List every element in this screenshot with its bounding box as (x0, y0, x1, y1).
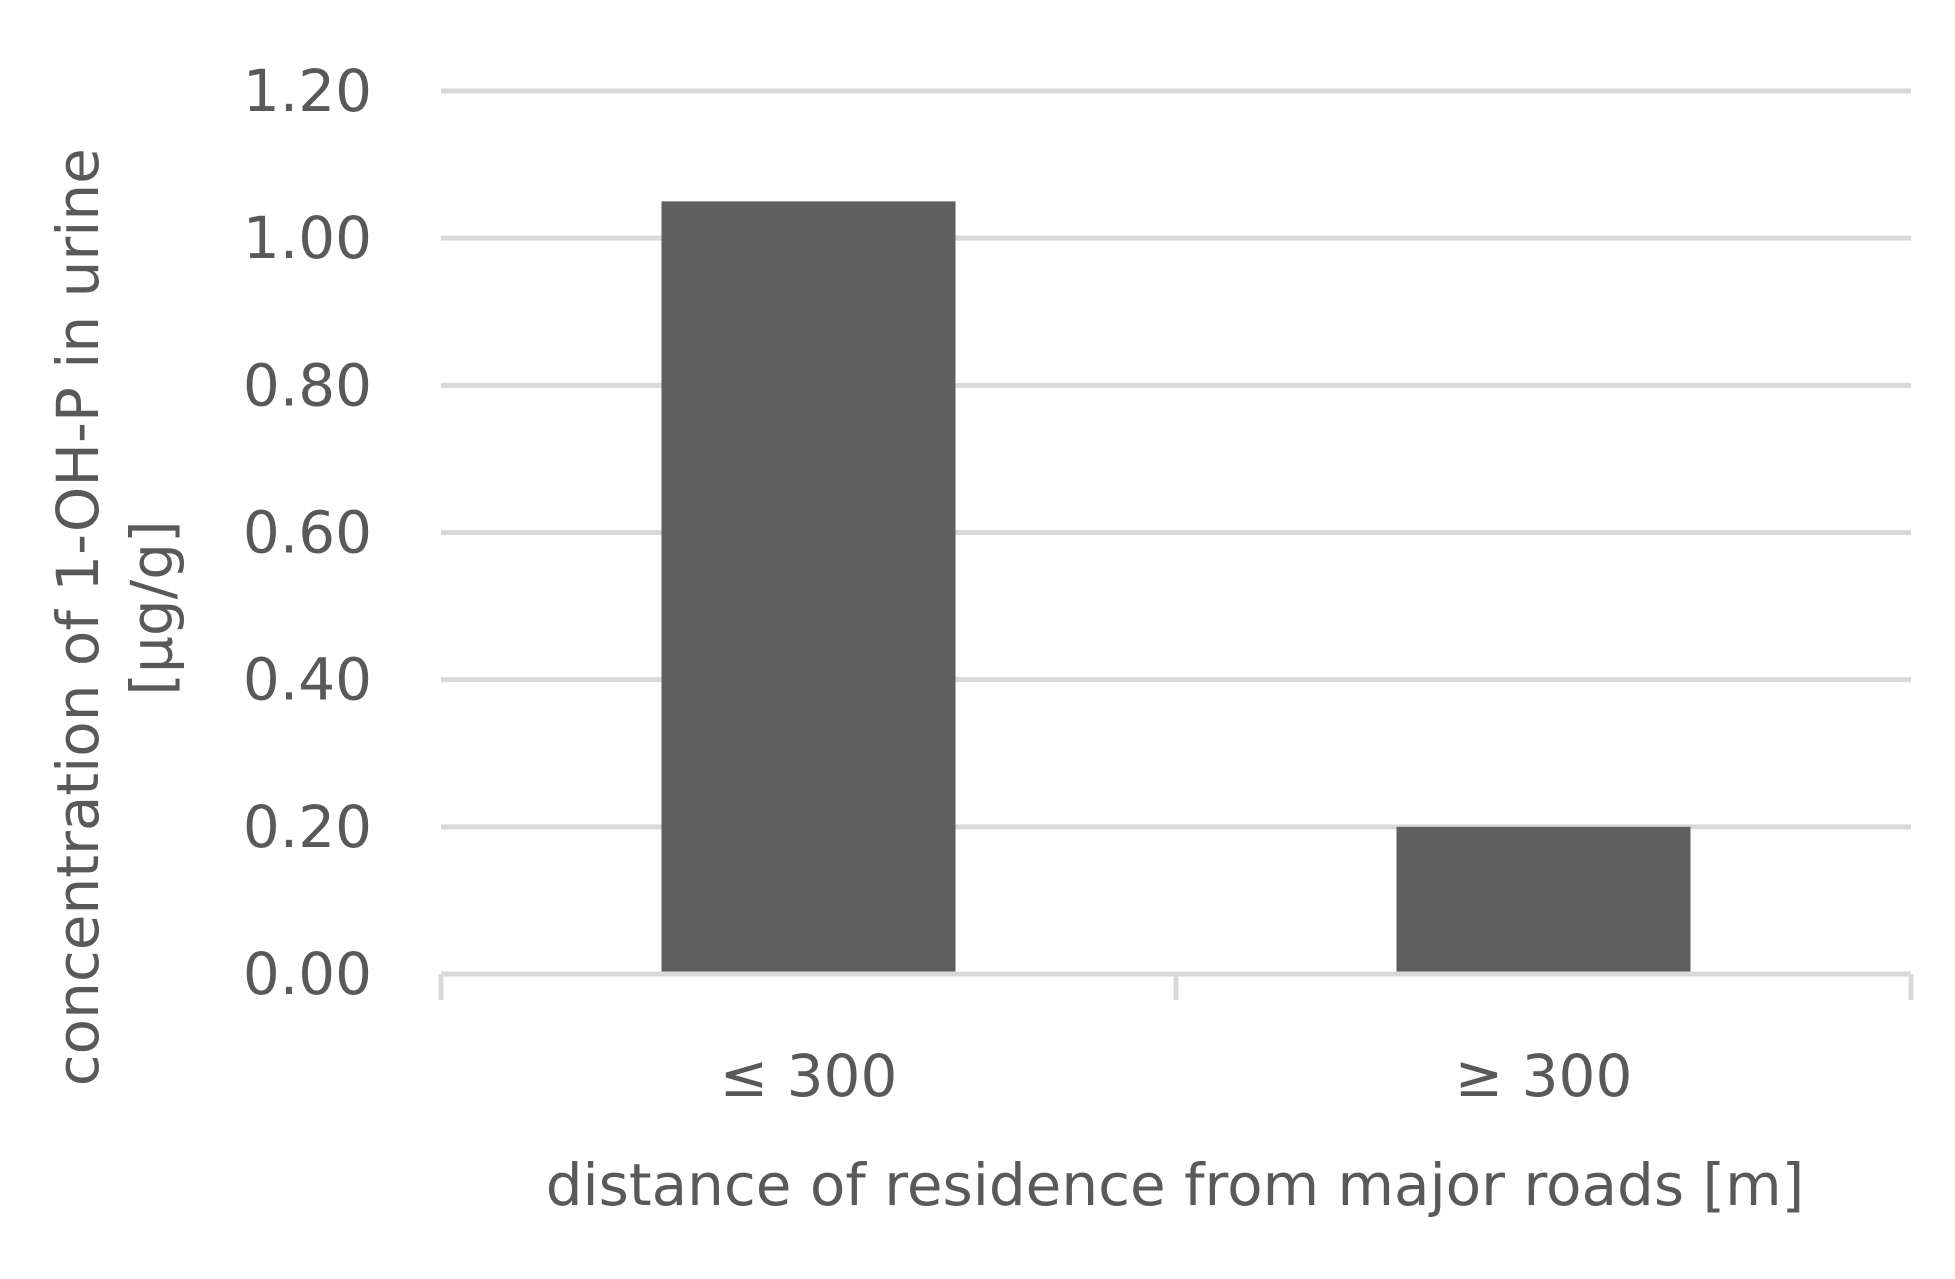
y-tick-label: 0.60 (243, 499, 372, 567)
y-tick-label: 1.20 (243, 57, 372, 125)
y-tick-labels: 0.00 0.20 0.40 0.60 0.80 1.00 1.20 (243, 57, 372, 1008)
y-tick-label: 0.20 (243, 793, 372, 861)
x-tick-label: ≤ 300 (720, 1042, 898, 1110)
x-axis (438, 971, 1914, 1000)
y-tick-label: 0.40 (243, 646, 372, 714)
y-tick-label: 1.00 (243, 204, 372, 272)
x-tick-label: ≥ 300 (1455, 1042, 1633, 1110)
bars (661, 201, 1691, 974)
bar (661, 201, 956, 974)
y-axis-title-line-1: concentration of 1-OH-P in urine (44, 148, 112, 1086)
x-tick-labels: ≤ 300 ≥ 300 (720, 1042, 1633, 1110)
x-axis-title: distance of residence from major roads [… (546, 1151, 1805, 1219)
bar (1396, 826, 1691, 974)
y-tick-label: 0.80 (243, 351, 372, 419)
y-axis-title: concentration of 1-OH-P in urine [µg/g] (44, 130, 186, 1086)
y-tick-label: 0.00 (243, 940, 372, 1008)
y-axis-title-line-2: [µg/g] (118, 520, 186, 695)
